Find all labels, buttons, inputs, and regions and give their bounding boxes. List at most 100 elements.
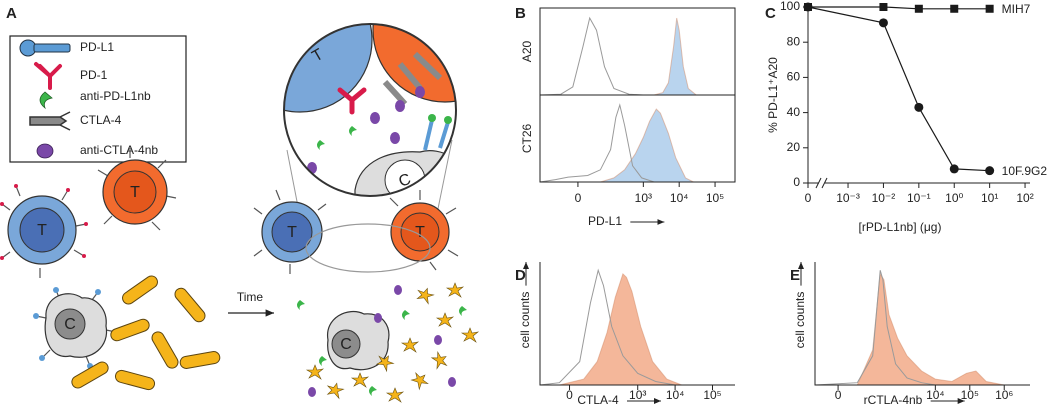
illustration-path bbox=[382, 51, 443, 107]
y-axis-label: cell counts bbox=[518, 292, 532, 349]
point bbox=[985, 166, 995, 176]
x-tick-label: 10³ bbox=[629, 388, 646, 402]
x-tick-label: 10² bbox=[1016, 191, 1033, 205]
density-line bbox=[539, 268, 676, 386]
axis-line bbox=[807, 5, 1030, 184]
illustration-path bbox=[337, 87, 367, 115]
x-tick-label: 0 bbox=[805, 191, 812, 205]
nucleus bbox=[19, 207, 65, 253]
illustration-use bbox=[446, 282, 464, 298]
cell-label: T bbox=[130, 184, 140, 201]
point bbox=[879, 3, 888, 11]
panel-letter: B bbox=[515, 5, 526, 22]
nucleus bbox=[113, 170, 157, 214]
illustration-circle bbox=[444, 116, 452, 124]
nucleus bbox=[400, 212, 440, 252]
density-line bbox=[539, 103, 735, 183]
density-area bbox=[559, 272, 682, 386]
receptors bbox=[253, 189, 459, 274]
density-area bbox=[653, 17, 697, 96]
illustration-path bbox=[459, 306, 467, 316]
illustration-path bbox=[369, 386, 377, 396]
axis-break bbox=[819, 177, 825, 189]
x-tick-label: 10⁴ bbox=[670, 191, 689, 205]
x-tick-label: 0 bbox=[835, 388, 842, 402]
rod bbox=[178, 350, 222, 370]
illustration-use bbox=[461, 327, 479, 343]
series-line bbox=[808, 6, 990, 10]
series-label: 10F.9G2 bbox=[1002, 164, 1048, 178]
cell-label: C bbox=[340, 336, 352, 353]
cell-label: T bbox=[287, 224, 297, 241]
rod bbox=[149, 329, 181, 371]
illustration-path bbox=[402, 310, 410, 320]
illustration-circle bbox=[14, 184, 18, 188]
illustration-path bbox=[389, 190, 459, 271]
nanobody-icon bbox=[39, 91, 53, 110]
illustration-circle bbox=[66, 188, 70, 192]
point bbox=[950, 4, 959, 13]
illustration-path bbox=[297, 300, 305, 310]
legend-label: anti-PD-L1nb bbox=[80, 89, 151, 103]
legend-label: CTLA-4 bbox=[80, 113, 122, 127]
x-tick-label: 10¹ bbox=[981, 191, 998, 205]
y-tick-label: 60 bbox=[787, 70, 801, 84]
rod bbox=[113, 368, 157, 392]
density-line bbox=[814, 270, 970, 386]
illustration-circle bbox=[428, 114, 436, 122]
illustration-path bbox=[97, 148, 177, 231]
legend-label: PD-L1 bbox=[80, 40, 114, 54]
zoom-circle bbox=[283, 23, 457, 197]
point bbox=[803, 2, 813, 12]
illustration-use bbox=[414, 285, 436, 305]
y-tick-label: 100 bbox=[780, 0, 800, 13]
illustration-ellipse bbox=[394, 285, 402, 295]
panel-letter: E bbox=[790, 267, 800, 284]
illustration-ellipse bbox=[415, 86, 425, 98]
series-label: MIH7 bbox=[1002, 2, 1031, 16]
legend-label: PD-1 bbox=[80, 68, 108, 82]
cell-label: T bbox=[37, 222, 47, 239]
point bbox=[878, 18, 888, 28]
pd-1-tips bbox=[0, 184, 88, 260]
series-line bbox=[807, 6, 990, 172]
axis-break-mark bbox=[815, 177, 828, 189]
illustration-ellipse bbox=[370, 112, 380, 124]
illustration-path bbox=[349, 126, 357, 136]
illustration-use bbox=[306, 364, 324, 380]
illustration-ellipse bbox=[390, 132, 400, 144]
x-tick-label: 10⁵ bbox=[961, 388, 979, 402]
x-axis-label: CTLA-4 bbox=[577, 393, 619, 406]
x-tick-label: 10⁶ bbox=[995, 388, 1013, 402]
legend: PD-L1 PD-1 anti-PD-L1nb CTLA-4 anti-CTLA… bbox=[9, 35, 187, 163]
illustration-path bbox=[1, 185, 87, 278]
illustration-circle bbox=[0, 256, 4, 260]
illustration-use bbox=[401, 337, 419, 353]
scene-after: T T C T T C bbox=[253, 23, 479, 403]
x-axis-label: PD-L1 bbox=[588, 214, 622, 228]
x-tick-label: 10⁰ bbox=[945, 191, 963, 205]
panel-letter: D bbox=[515, 267, 526, 284]
pd-l1-icon bbox=[19, 39, 71, 57]
illustration-path bbox=[35, 289, 117, 367]
density-area bbox=[856, 272, 1005, 386]
nucleus bbox=[331, 329, 361, 359]
nucleus bbox=[54, 308, 86, 340]
illustration-ellipse bbox=[448, 377, 456, 387]
y-tick-label: 80 bbox=[787, 34, 801, 48]
illustration-circle bbox=[53, 287, 59, 293]
y-tick-label: 0 bbox=[793, 175, 800, 189]
illustration-circle bbox=[82, 254, 86, 258]
illustration-rect bbox=[33, 43, 71, 53]
illustration-use bbox=[325, 380, 345, 400]
cell-label: T bbox=[415, 224, 425, 241]
legend-label: anti-CTLA-4nb bbox=[80, 143, 158, 157]
illustration-circle bbox=[33, 313, 39, 319]
density-line bbox=[539, 16, 735, 96]
x-tick-label: 10⁻³ bbox=[836, 191, 860, 205]
row-label: A20 bbox=[520, 41, 534, 63]
row-label: CT26 bbox=[520, 124, 534, 154]
point bbox=[985, 4, 994, 13]
scene-before: T T C bbox=[0, 148, 222, 392]
